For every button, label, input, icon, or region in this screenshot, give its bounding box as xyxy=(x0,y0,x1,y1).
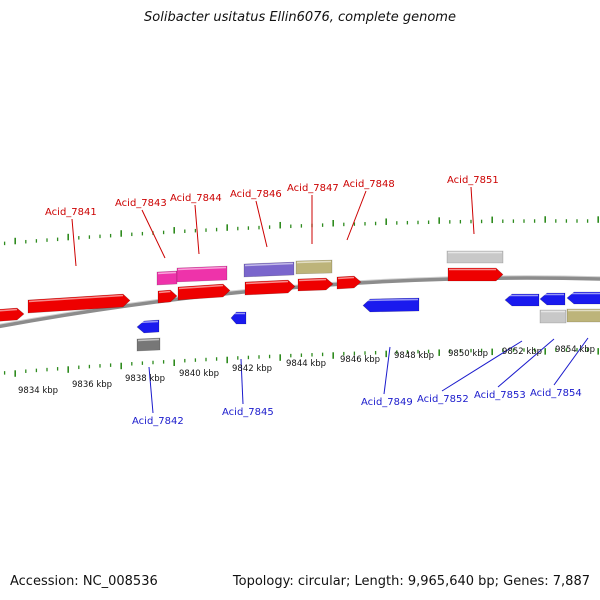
leader-acid-7849 xyxy=(383,346,391,395)
leader-acid-7848 xyxy=(346,190,367,241)
gene-acid-7843[interactable] xyxy=(156,270,178,286)
gene-acid-7852[interactable] xyxy=(539,309,567,324)
gene-label-acid-7842[interactable]: Acid_7842 xyxy=(132,416,184,427)
gene-label-acid-7845[interactable]: Acid_7845 xyxy=(222,407,274,418)
leader-acid-7852 xyxy=(441,340,523,392)
gene-red-c[interactable] xyxy=(177,283,231,301)
inner-tick-track xyxy=(3,348,600,377)
gene-features xyxy=(0,250,600,352)
gene-label-acid-7854[interactable]: Acid_7854 xyxy=(530,388,582,399)
gene-acid-7853-blue[interactable] xyxy=(539,292,566,306)
gene-acid-7841[interactable] xyxy=(27,293,131,314)
tick-label-9854: 9854 kbp xyxy=(555,345,595,355)
gene-acid-7848[interactable] xyxy=(336,275,362,290)
gene-label-acid-7843[interactable]: Acid_7843 xyxy=(115,198,167,209)
gene-red-d[interactable] xyxy=(244,279,296,296)
topology-text: Topology: circular; Length: 9,965,640 bp… xyxy=(232,574,590,589)
tick-label-9840: 9840 kbp xyxy=(179,369,219,379)
gene-label-acid-7847[interactable]: Acid_7847 xyxy=(287,183,339,194)
tick-label-9842: 9842 kbp xyxy=(232,364,272,374)
gene-blue-a[interactable] xyxy=(136,319,160,334)
gene-blue-b[interactable] xyxy=(504,293,540,307)
tick-label-9848: 9848 kbp xyxy=(394,351,434,361)
leader-acid-7844 xyxy=(194,204,200,255)
gene-red-left-edge[interactable] xyxy=(0,307,25,322)
leader-acid-7842 xyxy=(148,366,154,414)
tick-label-9846: 9846 kbp xyxy=(340,355,380,365)
gene-acid-7847[interactable] xyxy=(295,259,333,275)
gene-label-acid-7841[interactable]: Acid_7841 xyxy=(45,207,97,218)
leader-acid-7845 xyxy=(240,358,244,405)
tick-label-9838: 9838 kbp xyxy=(125,374,165,384)
leader-acid-7854 xyxy=(553,337,589,386)
tick-label-9836: 9836 kbp xyxy=(72,380,112,390)
leader-acid-7841 xyxy=(71,218,77,267)
leader-acid-7846 xyxy=(255,200,268,248)
tick-label-9844: 9844 kbp xyxy=(286,359,326,369)
gene-label-acid-7851[interactable]: Acid_7851 xyxy=(447,175,499,186)
tick-label-9852: 9852 kbp xyxy=(502,347,542,357)
gene-acid-7849[interactable] xyxy=(362,297,420,313)
gene-label-acid-7846[interactable]: Acid_7846 xyxy=(230,189,282,200)
gene-label-acid-7852[interactable]: Acid_7852 xyxy=(417,394,469,405)
accession-text: Accession: NC_008536 xyxy=(10,574,158,589)
gene-acid-7844[interactable] xyxy=(176,265,228,283)
gene-red-f[interactable] xyxy=(447,267,504,282)
leader-acid-7851 xyxy=(470,186,475,235)
tick-label-9850: 9850 kbp xyxy=(448,349,488,359)
gene-label-acid-7853[interactable]: Acid_7853 xyxy=(474,390,526,401)
gene-label-acid-7849[interactable]: Acid_7849 xyxy=(361,397,413,408)
gene-label-acid-7848[interactable]: Acid_7848 xyxy=(343,179,395,190)
gene-red-b[interactable] xyxy=(157,289,178,304)
gene-acid-7842[interactable] xyxy=(136,337,161,352)
gene-acid-7851[interactable] xyxy=(446,250,504,264)
gene-acid-7845[interactable] xyxy=(230,311,247,325)
gene-acid-7854[interactable] xyxy=(566,308,600,323)
label-leader-lines xyxy=(71,186,589,414)
leader-acid-7853 xyxy=(497,338,555,388)
gene-label-acid-7844[interactable]: Acid_7844 xyxy=(170,193,222,204)
gene-blue-c[interactable] xyxy=(566,291,600,305)
page-title: Solibacter usitatus Ellin6076, complete … xyxy=(144,10,456,25)
outer-tick-track xyxy=(3,216,600,246)
tick-label-9834: 9834 kbp xyxy=(18,386,58,396)
leader-acid-7843 xyxy=(141,209,166,259)
gene-acid-7846[interactable] xyxy=(243,261,295,278)
gene-red-e[interactable] xyxy=(297,277,334,292)
